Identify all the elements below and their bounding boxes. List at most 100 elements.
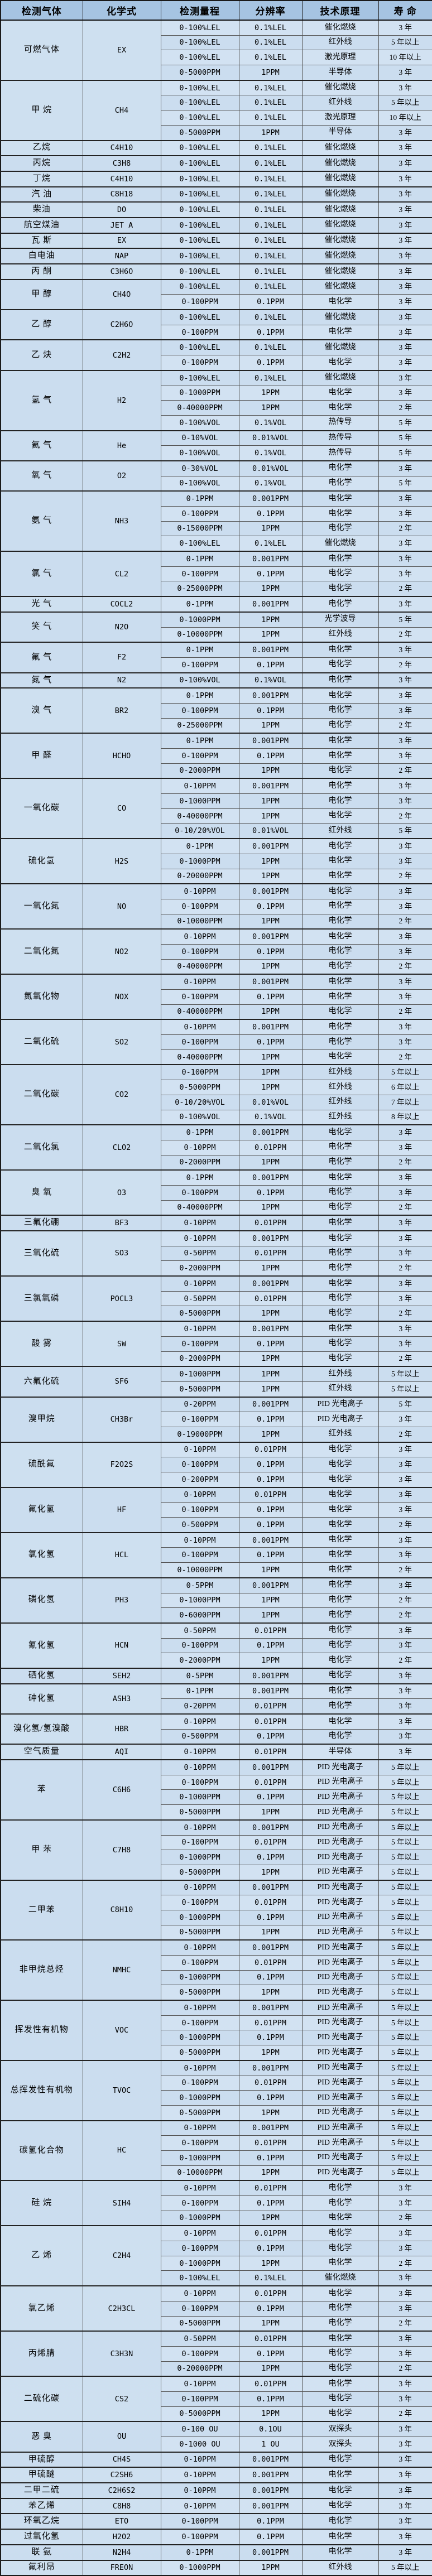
table-row: 溴 气 BR2 0-1PPM 0.001PPM 电化学 3 年 xyxy=(0,687,432,734)
lifespan-cell: 3 年 xyxy=(378,369,432,386)
resolution-cell: 0.01PPM xyxy=(238,2075,303,2091)
principle-cell: 电化学 xyxy=(301,2255,379,2271)
lifespan-cell: 3 年 xyxy=(378,1321,432,1337)
resolution-cell: 0.001PPM xyxy=(238,596,303,613)
formula-cell: ETO xyxy=(82,2513,161,2530)
lifespan-cell: 3 年 xyxy=(378,596,432,613)
col-header-formula: 化学式 xyxy=(82,0,161,21)
principle-cell: 电化学 xyxy=(301,1019,379,1036)
range-cell: 0-1000PPM xyxy=(160,2559,239,2576)
formula-cell: DO xyxy=(82,201,161,218)
table-row: 0-100PPM 0.1PPM 电化学 3 年 xyxy=(1,324,432,340)
table-row: 二氧化硫 SO2 0-10PPM 0.001PPM 电化学 3 年 xyxy=(0,1019,432,1065)
range-cell: 0-20PPM xyxy=(160,1396,239,1413)
table-row: 0-5000PPM 1PPM 电化学 2 年 xyxy=(1,2406,432,2422)
range-cell: 0-5000PPM xyxy=(160,1080,239,1095)
formula-cell: He xyxy=(82,430,161,461)
table-row: 二硫化碳 CS2 0-10PPM 0.01PPM 电化学 3 年 xyxy=(0,2376,432,2422)
gas-name-cell: 总挥发性有机物 xyxy=(0,2059,83,2121)
lifespan-cell: 3 年 xyxy=(378,248,432,264)
resolution-cell: 1PPM xyxy=(238,868,303,884)
gas-name-cell: 乙 烯 xyxy=(0,2225,83,2286)
range-cell: 0-2000PPM xyxy=(160,1653,239,1669)
range-cell: 0-5000PPM xyxy=(160,1924,239,1941)
range-cell: 0-5000PPM xyxy=(160,65,239,81)
lifespan-cell: 5 年 xyxy=(378,445,432,461)
resolution-cell: 0.1PPM xyxy=(238,702,303,719)
resolution-cell: 0.001PPM xyxy=(238,1169,303,1186)
resolution-cell: 0.01PPM xyxy=(238,1698,303,1715)
formula-cell: SIH4 xyxy=(82,2180,161,2226)
resolution-cell: 1PPM xyxy=(238,2045,303,2061)
gas-name-cell: 酸 雾 xyxy=(0,1321,83,1367)
lifespan-cell: 3 年 xyxy=(378,853,432,869)
resolution-cell: 0.1PPM xyxy=(238,1412,303,1427)
principle-cell: 电化学 xyxy=(301,943,379,960)
principle-cell: 红外线 xyxy=(301,2559,379,2576)
lifespan-cell: 3 年 xyxy=(378,170,432,187)
formula-cell: C6H6 xyxy=(82,1759,161,1821)
formula-cell: SO3 xyxy=(82,1230,161,1277)
lifespan-cell: 3 年 xyxy=(378,1215,432,1231)
table-row: 0-2000PPM 1PPM 电化学 2 年 xyxy=(1,1260,432,1277)
gas-name-cell: 溴 气 xyxy=(0,687,83,734)
resolution-cell: 0.1%LEL xyxy=(238,50,303,66)
col-header-lifespan: 寿 命 xyxy=(378,0,432,21)
formula-cell: HF xyxy=(82,1486,161,1533)
principle-cell: 催化燃烧 xyxy=(301,309,379,325)
range-cell: 0-50PPM xyxy=(160,1245,239,1261)
resolution-cell: 1PPM xyxy=(238,2361,303,2377)
resolution-cell: 0.01PPM xyxy=(238,1245,303,1261)
lifespan-cell: 5 年以上 xyxy=(378,1955,432,1971)
table-row: 丙烯腈 C3H3N 0-50PPM 0.01PPM 电化学 3 年 xyxy=(0,2331,432,2377)
table-row: 0-10/20%VOL 0.01%VOL 红外线 5 年 xyxy=(1,823,432,839)
principle-cell: 电化学 xyxy=(301,1471,379,1488)
table-row: 苯乙烯 C8H8 0-10PPM 0.001PPM 电化学 3 年 xyxy=(0,2497,432,2514)
principle-cell: 电化学 xyxy=(301,1577,379,1593)
table-row: 0-5000PPM 1PPM 电化学 2 年 xyxy=(1,1306,432,1322)
table-row: 0-1000PPM 1PPM 电化学 3 年 xyxy=(1,853,432,869)
resolution-cell: 1PPM xyxy=(238,718,303,734)
lifespan-cell: 5 年以上 xyxy=(378,1864,432,1881)
principle-cell: 电化学 xyxy=(301,642,379,658)
resolution-cell: 0.01PPM xyxy=(238,1955,303,1971)
table-row: 0-1000PPM 0.1PPM PID 光电离子 5 年以上 xyxy=(1,1909,432,1925)
resolution-cell: 0.1PPM xyxy=(238,657,303,673)
resolution-cell: 1PPM xyxy=(238,581,303,597)
range-cell: 0-10PPM xyxy=(160,974,239,990)
principle-cell: 电化学 xyxy=(301,2451,379,2468)
resolution-cell: 0.1%LEL xyxy=(238,95,303,111)
table-row: 0-20000PPM 1PPM 电化学 2 年 xyxy=(1,868,432,884)
principle-cell: 电化学 xyxy=(301,1169,379,1186)
resolution-cell: 0.001PPM xyxy=(238,1939,303,1956)
table-row: 0-100%VOL 0.1%VOL 热传导 5 年 xyxy=(1,445,432,461)
gas-name-cell: 环氧乙烷 xyxy=(0,2513,83,2530)
lifespan-cell: 2 年 xyxy=(378,1653,432,1669)
range-cell: 0-200PPM xyxy=(160,1471,239,1488)
table-row: 0-1000PPM 1PPM 电化学 3 年 xyxy=(1,385,432,401)
lifespan-cell: 3 年 xyxy=(378,1547,432,1563)
table-row: 0-20PPM 0.01PPM 电化学 3 年 xyxy=(1,1698,432,1715)
table-row: 0-2000PPM 1PPM 电化学 2 年 xyxy=(1,1351,432,1367)
resolution-cell: 0.01%VOL xyxy=(238,460,303,476)
table-row: 0-100PPM 0.01PPM PID 光电离子 5 年以上 xyxy=(1,1774,432,1790)
formula-cell: N2H4 xyxy=(82,2544,161,2560)
formula-cell: C8H8 xyxy=(82,2497,161,2514)
resolution-cell: 0.1%LEL xyxy=(238,248,303,264)
range-cell: 0-100PPM xyxy=(160,2015,239,2031)
table-row: 柴油 DO 0-100%LEL 0.1%LEL 催化燃烧 3 年 xyxy=(0,201,432,218)
gas-name-cell: 二氧化碳 xyxy=(0,1064,83,1125)
table-row: 氰化氢 HCN 0-50PPM 0.01PPM 电化学 3 年 xyxy=(0,1622,432,1669)
resolution-cell: 0.01%VOL xyxy=(238,430,303,446)
table-row: 乙 醇 C2H6O 0-100%LEL 0.1%LEL 催化燃烧 3 年 xyxy=(0,309,432,340)
principle-cell: PID 光电离子 xyxy=(301,1909,379,1925)
table-row: 0-15000PPM 1PPM 电化学 2 年 xyxy=(1,521,432,537)
table-row: 0-100%LEL 0.1%LEL 催化燃烧 3 年 xyxy=(1,2270,432,2286)
lifespan-cell: 2 年 xyxy=(378,2315,432,2332)
range-cell: 0-100%LEL xyxy=(160,79,239,96)
lifespan-cell: 5 年以上 xyxy=(378,1064,432,1081)
principle-cell: 电化学 xyxy=(301,596,379,613)
principle-cell: 催化燃烧 xyxy=(301,79,379,96)
lifespan-cell: 5 年以上 xyxy=(378,35,432,51)
table-row: 0-100PPM 0.1PPM 电化学 3 年 xyxy=(1,1185,432,1201)
